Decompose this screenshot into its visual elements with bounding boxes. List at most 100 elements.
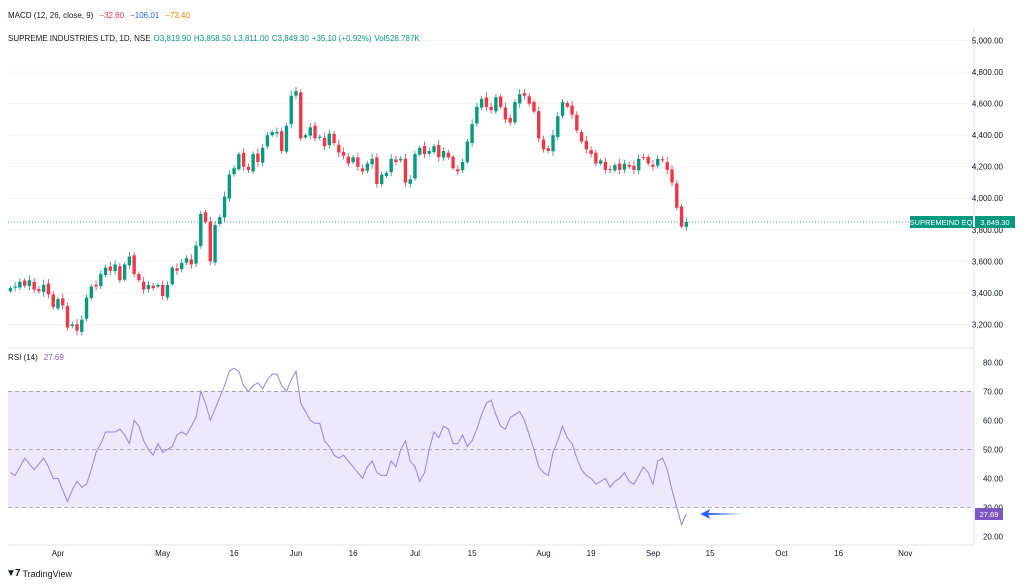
candle-body xyxy=(322,137,327,147)
rsi-tick-label: 60.00 xyxy=(983,416,1004,425)
candle xyxy=(413,151,417,182)
candle xyxy=(422,141,427,158)
candle-body xyxy=(465,141,470,163)
macd-legend[interactable]: MACD (12, 26, close, 9) −32.60 −106.01 −… xyxy=(8,11,190,20)
candle-body xyxy=(479,98,484,108)
candle-body xyxy=(394,159,398,162)
candle-body xyxy=(365,163,370,171)
candle xyxy=(637,154,641,175)
candle-body xyxy=(65,306,70,328)
candle xyxy=(408,175,412,188)
candle-body xyxy=(170,267,174,285)
rsi-tick-label: 50.00 xyxy=(983,445,1004,454)
candle-body xyxy=(108,266,113,271)
candle-body xyxy=(475,106,479,124)
candle-body xyxy=(456,169,460,172)
candle-body xyxy=(379,174,384,185)
rsi-tick-label: 20.00 xyxy=(983,532,1004,541)
candle xyxy=(379,171,384,187)
candle xyxy=(475,102,479,127)
candle xyxy=(513,99,517,125)
candle xyxy=(603,157,608,174)
candle xyxy=(460,158,465,174)
candle xyxy=(360,164,365,175)
time-tick-label: 15 xyxy=(706,549,715,558)
volume-value: Vol528.787K xyxy=(374,34,420,43)
candle xyxy=(22,278,27,288)
candle-body xyxy=(351,157,355,163)
candle-body xyxy=(113,264,117,272)
candle xyxy=(237,151,241,172)
candle-body xyxy=(132,255,136,274)
price-tick-label: 3,600.00 xyxy=(972,257,1004,266)
candle-body xyxy=(446,152,450,158)
candle xyxy=(556,112,560,141)
time-tick-label: 16 xyxy=(834,549,843,558)
candle xyxy=(594,149,598,167)
candle-body xyxy=(189,259,193,265)
candle xyxy=(418,145,422,157)
candle xyxy=(584,135,589,154)
candle xyxy=(80,315,84,336)
candle xyxy=(151,282,155,291)
candle xyxy=(222,191,227,222)
candle xyxy=(427,147,431,157)
candle xyxy=(598,158,603,166)
rsi-legend[interactable]: RSI (14) 27.69 xyxy=(8,353,64,362)
symbol-legend[interactable]: SUPREME INDUSTRIES LTD, 1D, NSE O3,819.9… xyxy=(8,34,420,43)
candle-body xyxy=(308,127,312,136)
ohlc-low: L3,811.00 xyxy=(233,34,269,43)
candle-body xyxy=(384,173,389,177)
candle-body xyxy=(208,221,212,262)
candle xyxy=(503,102,508,124)
rsi-legend-value: 27.69 xyxy=(43,353,64,362)
candle-body xyxy=(375,157,379,185)
candle xyxy=(170,265,174,287)
candle-body xyxy=(494,97,498,112)
candle-body xyxy=(22,280,27,286)
rsi-legend-label: RSI (14) xyxy=(8,353,38,362)
tradingview-logo[interactable]: ▼7 TradingView xyxy=(6,568,72,579)
time-axis: Apr May 16 Jun 16 Jul 15 Aug 19 Sep 15 Oct 16 Nov xyxy=(52,549,913,558)
candle-body xyxy=(370,158,374,165)
candle xyxy=(37,286,41,294)
rsi-axis: 20.00 30.00 40.00 50.00 60.00 70.00 80.00 xyxy=(983,358,1004,541)
candle-body xyxy=(299,92,303,139)
macd-value: −32.60 xyxy=(99,11,125,20)
candle-body xyxy=(232,168,236,175)
candle-body xyxy=(175,268,179,271)
candle-body xyxy=(579,132,584,142)
candle xyxy=(489,102,493,114)
candle-body xyxy=(227,174,232,199)
candle xyxy=(260,143,265,167)
candle-body xyxy=(75,324,79,331)
macd-signal-value: −106.01 xyxy=(130,11,160,20)
candle xyxy=(641,153,646,161)
candle-body xyxy=(270,132,274,136)
candle-body xyxy=(622,163,627,170)
candle xyxy=(465,139,470,165)
candle-body xyxy=(103,267,108,276)
ohlc-high: H3,858.50 xyxy=(193,34,231,43)
candle xyxy=(560,98,565,119)
candle xyxy=(127,252,132,270)
candlestick-series xyxy=(8,87,974,336)
time-tick-label: Sep xyxy=(646,549,661,558)
candle xyxy=(589,146,593,158)
candle xyxy=(27,275,32,291)
rsi-tick-label: 70.00 xyxy=(983,387,1004,396)
candle-body xyxy=(80,319,84,332)
candle xyxy=(32,277,36,293)
price-badges: SUPREMEIND EQ 3,849.30 27.69 xyxy=(700,216,1015,521)
candle-body xyxy=(84,297,89,319)
price-grid xyxy=(8,40,974,325)
candle xyxy=(375,153,379,188)
candle xyxy=(180,259,184,273)
price-tick-label: 5,000.00 xyxy=(972,37,1004,46)
rsi-tick-label: 30.00 xyxy=(983,503,1004,512)
candle xyxy=(432,143,436,155)
rsi-line xyxy=(10,367,687,527)
candle xyxy=(570,101,574,119)
candle-body xyxy=(165,284,170,298)
candle xyxy=(522,89,527,100)
